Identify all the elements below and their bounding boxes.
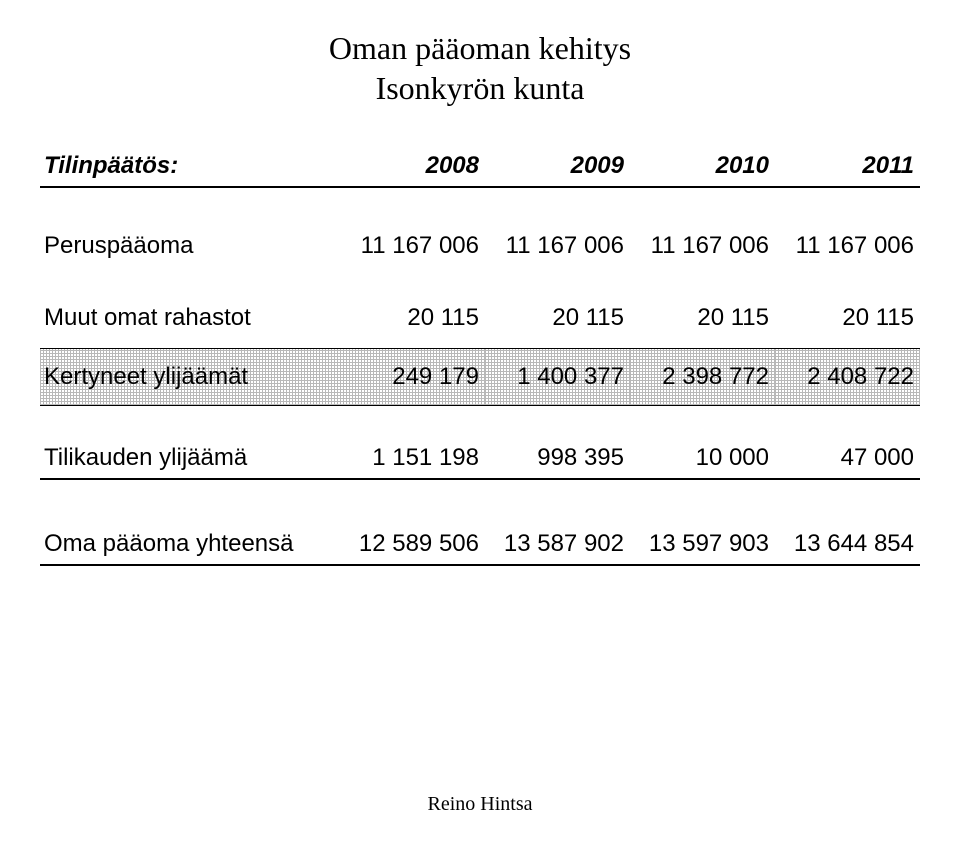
row-total: Oma pääoma yhteensä 12 589 506 13 587 90… xyxy=(40,524,920,565)
row-value: 11 167 006 xyxy=(775,232,920,260)
header-year-1: 2008 xyxy=(340,152,485,187)
title-line-1: Oman pääoman kehitys xyxy=(40,28,920,68)
row-value: 47 000 xyxy=(775,440,920,479)
header-year-2: 2009 xyxy=(485,152,630,187)
page: Oman pääoman kehitys Isonkyrön kunta Til… xyxy=(0,0,960,848)
row-label: Muut omat rahastot xyxy=(40,304,340,332)
row-label: Tilikauden ylijäämä xyxy=(40,440,340,479)
row-peruspaaoma: Peruspääoma 11 167 006 11 167 006 11 167… xyxy=(40,232,920,260)
row-value: 2 408 722 xyxy=(775,349,920,406)
row-value: 2 398 772 xyxy=(630,349,775,406)
row-label: Peruspääoma xyxy=(40,232,340,260)
row-value: 11 167 006 xyxy=(485,232,630,260)
title-line-2: Isonkyrön kunta xyxy=(40,68,920,108)
footer-author: Reino Hintsa xyxy=(0,793,960,816)
row-value: 12 589 506 xyxy=(340,524,485,565)
row-value: 11 167 006 xyxy=(340,232,485,260)
header-year-3: 2010 xyxy=(630,152,775,187)
row-value: 11 167 006 xyxy=(630,232,775,260)
title-block: Oman pääoman kehitys Isonkyrön kunta xyxy=(40,28,920,108)
row-value: 20 115 xyxy=(630,304,775,332)
row-value: 249 179 xyxy=(340,349,485,406)
header-label: Tilinpäätös: xyxy=(40,152,340,187)
table-header-row: Tilinpäätös: 2008 2009 2010 2011 xyxy=(40,152,920,187)
row-value: 998 395 xyxy=(485,440,630,479)
row-value: 10 000 xyxy=(630,440,775,479)
row-kertyneet: Kertyneet ylijäämät 249 179 1 400 377 2 … xyxy=(40,349,920,406)
row-tilikauden: Tilikauden ylijäämä 1 151 198 998 395 10… xyxy=(40,440,920,479)
row-value: 13 597 903 xyxy=(630,524,775,565)
row-label: Kertyneet ylijäämät xyxy=(40,349,340,406)
row-value: 20 115 xyxy=(775,304,920,332)
row-muut-rahastot: Muut omat rahastot 20 115 20 115 20 115 … xyxy=(40,304,920,332)
row-value: 20 115 xyxy=(340,304,485,332)
header-year-4: 2011 xyxy=(775,152,920,187)
row-value: 1 151 198 xyxy=(340,440,485,479)
row-value: 13 587 902 xyxy=(485,524,630,565)
equity-table: Tilinpäätös: 2008 2009 2010 2011 Peruspä… xyxy=(40,152,920,566)
row-value: 20 115 xyxy=(485,304,630,332)
row-value: 1 400 377 xyxy=(485,349,630,406)
row-label: Oma pääoma yhteensä xyxy=(40,524,340,565)
row-value: 13 644 854 xyxy=(775,524,920,565)
